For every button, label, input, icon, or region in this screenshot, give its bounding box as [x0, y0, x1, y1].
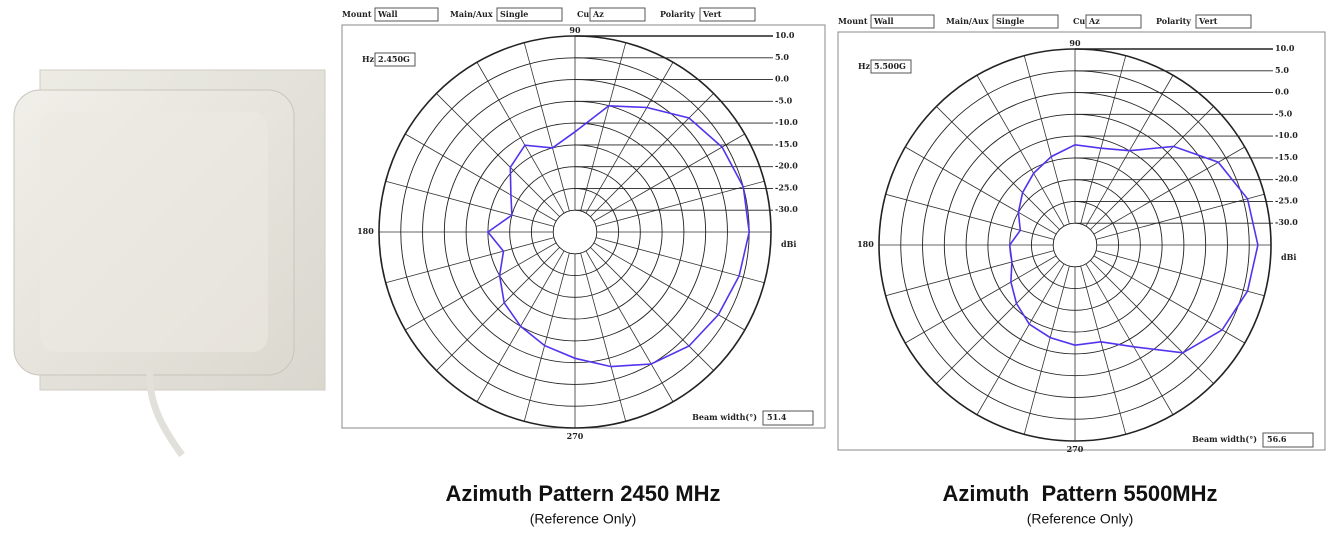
plot-frame [341, 24, 826, 429]
theta-tick-label: 90 [1069, 38, 1081, 48]
pattern-line [1008, 143, 1259, 354]
r-unit: dBi [1281, 252, 1296, 262]
chart-subtitle: (Reference Only) [530, 511, 637, 527]
beam-width-label: Beam width(°) [692, 412, 757, 422]
field-label: Polarity [1156, 16, 1191, 26]
field-label: Cut [577, 9, 593, 19]
r-tick-label: 0.0 [775, 74, 789, 84]
field-value: Single [996, 16, 1024, 26]
field-label: Polarity [660, 9, 695, 19]
r-tick-label: -25.0 [775, 182, 798, 192]
r-tick-label: -30.0 [1275, 217, 1298, 227]
field-label: Mount [342, 9, 372, 19]
frequency-label: Hz [858, 61, 871, 71]
r-tick-label: -20.0 [1275, 174, 1298, 184]
field-label: Cut [1073, 16, 1089, 26]
field-box [992, 14, 1059, 29]
r-tick-label: -15.0 [1275, 152, 1298, 162]
field-value: Az [592, 9, 604, 19]
field-value: Vert [702, 9, 722, 19]
r-tick-label: 5.0 [775, 52, 789, 62]
beam-width-value: 51.4 [767, 412, 787, 422]
theta-tick-label: 180 [357, 226, 374, 236]
pattern-line [486, 104, 750, 368]
field-box [374, 7, 439, 22]
beam-width-value: 56.6 [1267, 434, 1287, 444]
field-value: Az [1088, 16, 1100, 26]
field-box [870, 14, 935, 29]
field-box [699, 7, 756, 22]
theta-tick-label: 270 [1067, 444, 1084, 454]
field-box [1085, 14, 1142, 29]
r-tick-label: 10.0 [775, 30, 795, 40]
chart-title: Azimuth Pattern 5500MHz [942, 481, 1217, 506]
radome-face [40, 112, 268, 352]
r-tick-label: -25.0 [1275, 195, 1298, 205]
field-value: Wall [377, 9, 398, 19]
r-unit: dBi [781, 239, 796, 249]
frequency-value: 2.450G [378, 54, 410, 64]
beam-width-box [1262, 432, 1314, 448]
r-tick-label: -15.0 [775, 139, 798, 149]
r-tick-label: -5.0 [775, 95, 793, 105]
field-label: Mount [838, 16, 868, 26]
r-tick-label: -20.0 [775, 161, 798, 171]
field-label: Main/Aux [450, 9, 493, 19]
plot-frame [837, 31, 1326, 451]
r-tick-label: 5.0 [1275, 65, 1289, 75]
theta-tick-label: 90 [569, 25, 581, 35]
field-value: Single [500, 9, 528, 19]
r-tick-label: 10.0 [1275, 43, 1295, 53]
r-tick-label: 0.0 [1275, 87, 1289, 97]
field-value: Wall [873, 16, 894, 26]
r-tick-label: -10.0 [775, 117, 798, 127]
r-tick-label: -30.0 [775, 204, 798, 214]
field-box [496, 7, 563, 22]
frequency-value: 5.500G [874, 61, 906, 71]
theta-tick-label: 270 [567, 431, 584, 441]
frequency-box [374, 52, 416, 67]
beam-width-box [762, 410, 814, 426]
chart-subtitle: (Reference Only) [1027, 511, 1134, 527]
field-box [1195, 14, 1252, 29]
r-tick-label: -10.0 [1275, 130, 1298, 140]
chart-title: Azimuth Pattern 2450 MHz [445, 481, 720, 506]
theta-tick-label: 180 [857, 239, 874, 249]
frequency-label: Hz [362, 54, 375, 64]
field-label: Main/Aux [946, 16, 989, 26]
frequency-box [870, 59, 912, 74]
antenna-photo [13, 69, 326, 458]
field-value: Vert [1198, 16, 1218, 26]
r-tick-label: -5.0 [1275, 108, 1293, 118]
cable [146, 369, 185, 458]
beam-width-label: Beam width(°) [1192, 434, 1257, 444]
field-box [589, 7, 646, 22]
